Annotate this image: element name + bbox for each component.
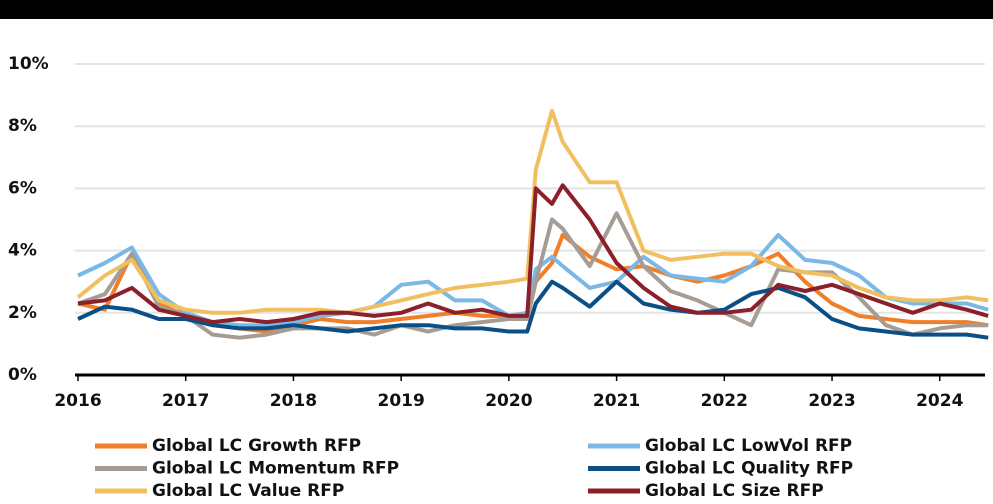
- y-tick-label: 6%: [8, 178, 37, 198]
- y-tick-label: 0%: [8, 365, 37, 385]
- x-tick-label: 2017: [162, 391, 209, 411]
- x-tick-label: 2016: [54, 391, 101, 411]
- x-tick-label: 2022: [701, 391, 748, 411]
- x-tick-label: 2019: [377, 391, 424, 411]
- x-tick-label: 2024: [916, 391, 963, 411]
- legend-label: Global LC Size RFP: [645, 481, 824, 501]
- y-tick-label: 2%: [8, 303, 37, 323]
- x-tick-label: 2023: [808, 391, 855, 411]
- legend-label: Global LC Quality RFP: [645, 459, 853, 479]
- y-tick-label: 8%: [8, 116, 37, 136]
- series-line: [76, 108, 989, 315]
- y-tick-label: 10%: [8, 54, 49, 74]
- legend-label: Global LC Momentum RFP: [152, 459, 399, 479]
- legend-label: Global LC Growth RFP: [152, 436, 361, 456]
- y-tick-label: 4%: [8, 241, 37, 261]
- series-line: [77, 183, 989, 325]
- header-bar: [0, 0, 993, 19]
- x-tick-label: 2020: [485, 391, 532, 411]
- x-tick-label: 2021: [593, 391, 640, 411]
- series-line: [77, 211, 989, 340]
- x-tick-label: 2018: [270, 391, 317, 411]
- series-line: [77, 279, 989, 340]
- legend-label: Global LC LowVol RFP: [645, 436, 852, 456]
- series-line: [77, 233, 989, 328]
- legend-label: Global LC Value RFP: [152, 481, 344, 501]
